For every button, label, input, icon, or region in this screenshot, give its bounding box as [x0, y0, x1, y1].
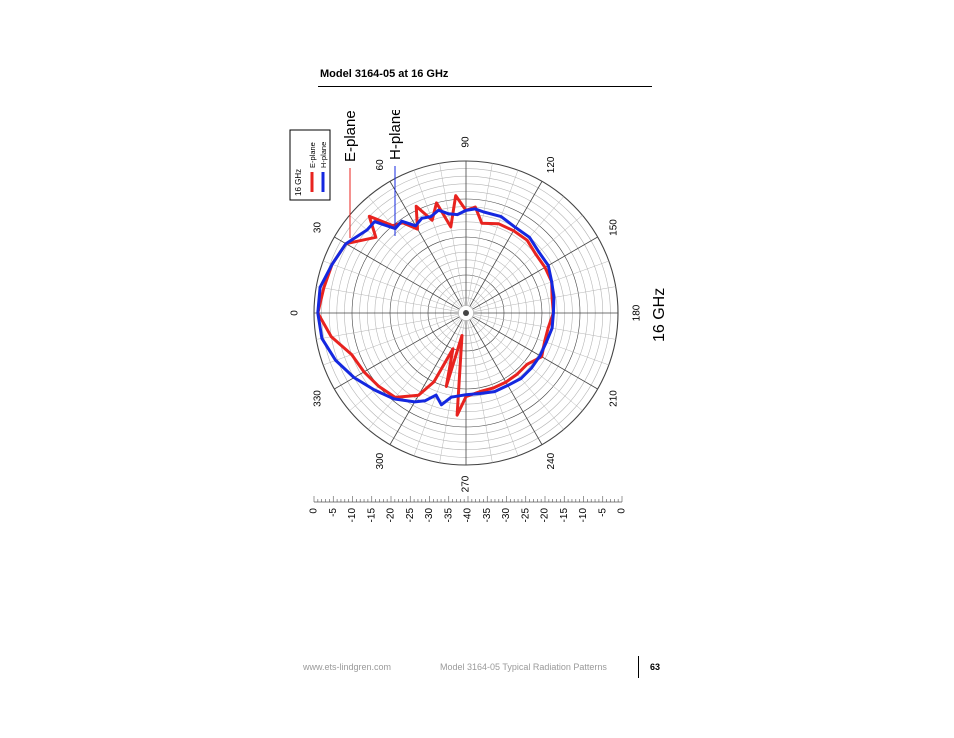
grid-spoke [323, 315, 459, 366]
angle-tick-240: 240 [546, 452, 557, 469]
grid-spoke [470, 196, 564, 308]
scale-label: -25 [520, 508, 531, 523]
footer-separator [638, 656, 639, 678]
polar-grid [313, 160, 619, 466]
grid-spoke [334, 236, 460, 310]
frequency-label: 16 GHz [651, 288, 668, 342]
angle-tick-120: 120 [546, 156, 557, 173]
angle-tick-labels: 0 30 60 90 120 150 180 210 240 270 300 330 [290, 136, 643, 492]
scale-label: -20 [540, 508, 551, 523]
center-point [463, 310, 469, 316]
title-rule [318, 86, 652, 87]
scale-label: 0 [617, 508, 628, 514]
grid-spoke [413, 320, 464, 456]
radial-scale: 0 -5 -10 -15 -20 -25 -30 -35 -40 -35 -30 -25 -20 -15-… [309, 496, 628, 522]
scale-label: -5 [597, 508, 608, 517]
angle-tick-210: 210 [609, 390, 620, 407]
legend-label-h-plane: H-plane [319, 142, 328, 168]
scale-label: -35 [443, 508, 454, 523]
legend-label-e-plane: E-plane [308, 142, 317, 168]
grid-spoke [473, 314, 616, 340]
angle-tick-300: 300 [375, 452, 386, 469]
scale-label: -15 [559, 508, 570, 523]
grid-spoke [471, 215, 583, 309]
grid-spoke [469, 181, 543, 307]
grid-spoke [413, 170, 464, 306]
legend-title: 16 GHz [294, 169, 303, 196]
grid-spoke [323, 260, 459, 311]
legend-box [289, 129, 331, 201]
angle-tick-0: 0 [290, 310, 301, 316]
angle-tick-60: 60 [375, 159, 386, 171]
grid-spoke [473, 260, 609, 311]
callout-e-plane: E-plane [342, 110, 359, 238]
page-number: 63 [650, 662, 661, 672]
grid-spoke [473, 315, 609, 366]
callout-h-plane: H-plane [387, 110, 404, 236]
callout-h-plane-label: H-plane [387, 110, 404, 160]
grid-spoke [389, 181, 463, 307]
grid-spoke [316, 314, 459, 340]
scale-label: -15 [366, 508, 377, 523]
angle-tick-180: 180 [632, 304, 643, 321]
angle-tick-270: 270 [461, 475, 472, 492]
footer-document: Model 3164-05 Typical Radiation Patterns [440, 662, 607, 672]
grid-spoke [368, 196, 462, 308]
grid-spoke [467, 163, 493, 306]
scale-label: 0 [309, 508, 320, 514]
angle-tick-30: 30 [313, 222, 324, 234]
scale-label: -25 [405, 508, 416, 523]
angle-tick-150: 150 [609, 219, 620, 236]
grid-spoke [316, 286, 459, 312]
scale-label: -35 [482, 508, 493, 523]
grid-spoke [349, 317, 461, 411]
grid-spoke [468, 170, 519, 306]
polar-radiation-chart: 0 30 60 90 120 150 180 210 240 270 300 330 0 -5 -10 -1… [289, 110, 668, 522]
series-layer [316, 194, 556, 417]
footer-url: www.ets-lindgren.com [303, 662, 392, 672]
angle-tick-330: 330 [313, 390, 324, 407]
scale-label: -20 [386, 508, 397, 523]
grid-spoke [472, 236, 598, 310]
scale-label: -10 [578, 508, 589, 523]
grid-spoke [368, 318, 462, 430]
grid-spoke [389, 319, 463, 445]
document-title: Model 3164-05 at 16 GHz [320, 68, 449, 80]
scale-label: -30 [501, 508, 512, 523]
grid-spoke [473, 286, 616, 312]
angle-tick-90: 90 [461, 136, 472, 148]
grid-spoke [439, 163, 465, 306]
grid-spoke [472, 316, 598, 390]
callout-e-plane-label: E-plane [342, 110, 359, 162]
scale-label: -10 [347, 508, 358, 523]
scale-label: -30 [424, 508, 435, 523]
scale-label: -5 [328, 508, 339, 517]
legend: 16 GHz E-plane H-plane [289, 129, 331, 201]
series-h-plane-line [316, 207, 556, 407]
scale-label: -40 [463, 508, 474, 523]
